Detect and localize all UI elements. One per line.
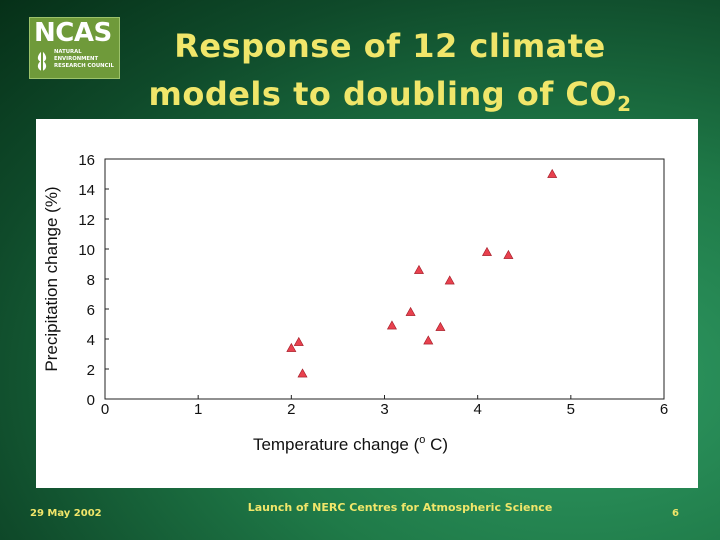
plot-frame [104,158,665,400]
data-point-marker [481,246,492,256]
logo-sub-line: ENVIRONMENT [54,56,99,62]
title-line-1: Response of 12 climate [174,27,606,65]
x-axis-label-end: C) [425,435,448,454]
data-point-marker [444,275,455,285]
title-subscript: 2 [617,92,632,116]
x-tick-label: 3 [380,401,388,418]
y-tick-label: 16 [78,152,95,169]
data-point-marker [405,306,416,316]
data-point-marker [423,335,434,345]
y-tick-label: 6 [87,302,95,319]
logo-sub-line: RESEARCH COUNCIL [54,63,114,69]
x-axis-label-text: Temperature change ( [253,435,420,454]
y-tick-label: 14 [78,182,95,199]
x-tick-label: 1 [194,401,202,418]
y-tick-label: 12 [78,212,95,229]
footer-date: 29 May 2002 [30,508,102,519]
page-number: 6 [672,508,679,519]
data-point-marker [386,320,397,330]
data-point-marker [413,264,424,274]
data-point-marker [547,168,558,178]
y-axis-label: Precipitation change (%) [42,186,61,371]
x-axis-label-superscript: o [419,434,425,446]
title-line-2: models to doubling of CO2 [120,70,660,128]
y-tick-label: 2 [87,362,95,379]
x-tick-label: 2 [287,401,295,418]
logo-wordmark: NCAS [34,18,112,48]
y-tick-label: 0 [87,392,95,409]
title-line-2-text: models to doubling of CO [148,75,618,113]
y-tick-label: 4 [87,332,95,349]
x-tick-label: 0 [101,401,109,418]
data-point-marker [286,342,297,352]
data-point-marker [293,336,304,346]
slide-title: Response of 12 climate models to doublin… [120,22,660,128]
ncas-logo: NCAS NATURAL ENVIRONMENT RESEARCH COUNCI… [29,17,120,79]
data-point-marker [297,368,308,378]
x-axis-label: Temperature change (o C) [253,434,448,454]
x-tick-labels: 0 1 2 3 4 5 6 [101,401,668,418]
x-tick-label: 4 [473,401,481,418]
x-tick-label: 6 [660,401,668,418]
y-tick-label: 10 [78,242,95,259]
data-point-marker [503,249,514,259]
logo-sub-line: NATURAL [54,49,82,55]
data-point-marker [435,321,446,331]
x-tick-label: 5 [567,401,575,418]
logo-subtitle: NATURAL ENVIRONMENT RESEARCH COUNCIL [54,49,114,70]
footer-event: Launch of NERC Centres for Atmospheric S… [247,501,553,514]
y-tick-label: 8 [87,272,95,289]
y-tick-labels: 0 2 4 6 8 10 12 14 16 [78,152,95,409]
axes-frame [104,158,665,400]
leaf-icon [37,51,47,74]
data-points [286,168,558,378]
